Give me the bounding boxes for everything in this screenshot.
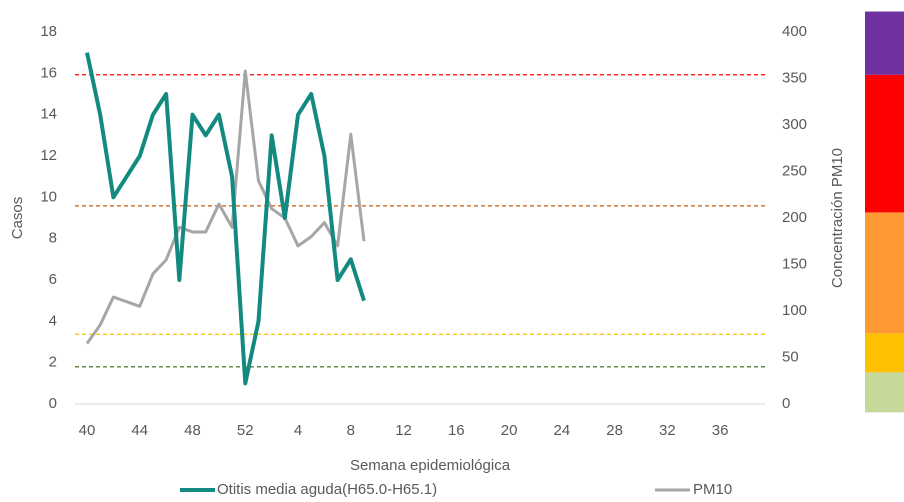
risk-band — [865, 212, 904, 334]
x-tick-label: 28 — [606, 422, 623, 439]
risk-band — [865, 333, 904, 373]
y2-tick-label: 350 — [782, 69, 807, 86]
x-tick-label: 12 — [395, 422, 412, 439]
x-tick-label: 36 — [712, 422, 729, 439]
x-tick-label: 4 — [294, 422, 302, 439]
y2-tick-label: 50 — [782, 348, 799, 365]
y-tick-label: 10 — [40, 188, 57, 205]
x-tick-label: 40 — [79, 422, 96, 439]
legend-label: PM10 — [693, 481, 732, 498]
y-tick-label: 12 — [40, 147, 57, 164]
y2-tick-label: 200 — [782, 209, 807, 226]
x-tick-label: 48 — [184, 422, 201, 439]
y-axis-title: Casos — [9, 197, 26, 240]
x-tick-label: 24 — [553, 422, 570, 439]
y-tick-label: 0 — [49, 395, 57, 412]
x-tick-label: 8 — [347, 422, 355, 439]
series-line — [85, 52, 366, 386]
y-tick-label: 14 — [40, 106, 57, 123]
y-tick-label: 4 — [49, 312, 57, 329]
y-tick-label: 6 — [49, 271, 57, 288]
y2-tick-label: 400 — [782, 23, 807, 40]
risk-band — [865, 11, 904, 75]
legend-label: Otitis media aguda(H65.0-H65.1) — [217, 481, 437, 498]
risk-band — [865, 74, 904, 213]
x-tick-label: 20 — [501, 422, 518, 439]
y2-tick-label: 150 — [782, 255, 807, 272]
series-line — [85, 69, 366, 345]
y-tick-label: 18 — [40, 23, 57, 40]
y-tick-label: 16 — [40, 64, 57, 81]
y-tick-label: 8 — [49, 230, 57, 247]
x-axis-title: Semana epidemiológica — [350, 457, 511, 474]
y2-tick-label: 100 — [782, 302, 807, 319]
y2-tick-label: 0 — [782, 395, 790, 412]
x-tick-label: 44 — [131, 422, 148, 439]
y2-tick-label: 250 — [782, 162, 807, 179]
x-tick-label: 16 — [448, 422, 465, 439]
x-tick-label: 32 — [659, 422, 676, 439]
y2-tick-label: 300 — [782, 116, 807, 133]
x-tick-label: 52 — [237, 422, 254, 439]
y-tick-label: 2 — [49, 354, 57, 371]
risk-band — [865, 372, 904, 413]
y2-axis-title: Concentración PM10 — [829, 148, 846, 288]
